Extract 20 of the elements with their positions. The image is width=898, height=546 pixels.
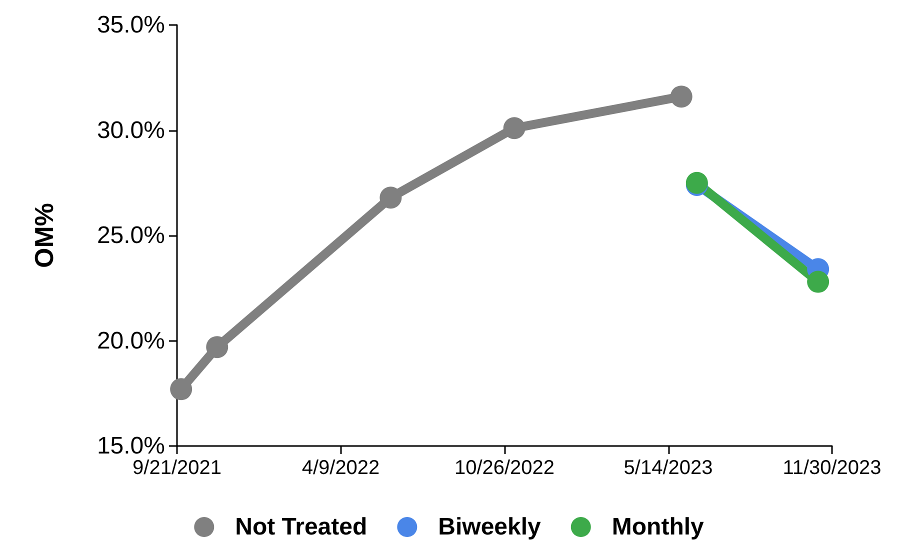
- x-tick-label: 11/30/2023: [782, 457, 882, 479]
- x-tick-label: 5/14/2023: [624, 457, 713, 479]
- point: [807, 270, 830, 293]
- point: [206, 336, 228, 358]
- y-tick-label: 25.0%: [96, 222, 165, 249]
- point: [503, 117, 526, 140]
- legend-label: Biweekly: [438, 514, 542, 540]
- point: [170, 378, 192, 400]
- point: [380, 186, 402, 209]
- y-tick-label: 35.0%: [96, 12, 165, 38]
- legend-label: Monthly: [612, 514, 705, 540]
- x-tick-label: 4/9/2022: [302, 457, 380, 479]
- legend-label: Not Treated: [235, 514, 368, 540]
- x-tick-label: 10/26/2022: [454, 457, 555, 479]
- y-tick-label: 20.0%: [96, 327, 165, 354]
- point: [670, 86, 692, 108]
- y-tick-label: 15.0%: [96, 432, 165, 460]
- x-tick-label: 9/21/2021: [132, 457, 222, 479]
- y-axis-title: OM%: [29, 203, 59, 268]
- y-tick-label: 30.0%: [96, 116, 165, 144]
